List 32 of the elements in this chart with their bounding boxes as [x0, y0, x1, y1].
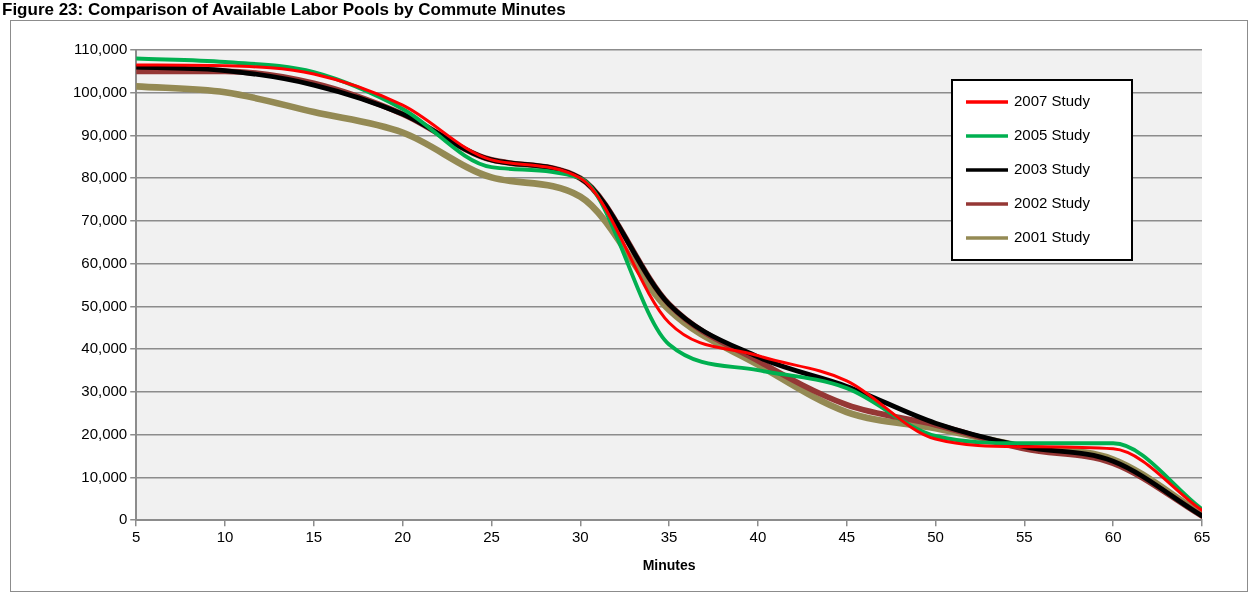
y-tick-label: 90,000: [81, 125, 128, 143]
x-tick-label: 40: [749, 528, 767, 546]
x-tick-label: 20: [394, 528, 412, 546]
legend-label: 2002 Study: [1014, 194, 1091, 212]
y-tick-label: 10,000: [81, 467, 128, 485]
x-tick-label: 10: [216, 528, 234, 546]
x-tick-label: 65: [1193, 528, 1211, 546]
legend-label: 2007 Study: [1014, 92, 1091, 110]
x-tick-label: 60: [1104, 528, 1122, 546]
y-tick-label: 20,000: [81, 424, 128, 442]
y-tick-label: 0: [118, 510, 128, 528]
y-tick-label: 30,000: [81, 382, 128, 400]
legend-label: 2003 Study: [1014, 160, 1091, 178]
legend-label: 2005 Study: [1014, 126, 1091, 144]
chart-title: Figure 23: Comparison of Available Labor Pools by Commute Minutes: [2, 0, 566, 20]
x-tick-label: 25: [483, 528, 500, 546]
x-tick-label: 5: [132, 528, 141, 546]
legend-label: 2001 Study: [1014, 228, 1091, 246]
x-tick-label: 50: [927, 528, 944, 546]
x-tick-label: 35: [660, 528, 678, 546]
x-tick-label: 30: [571, 528, 589, 546]
x-tick-label: 45: [838, 528, 856, 546]
y-tick-label: 80,000: [81, 168, 128, 186]
x-tick-label: 55: [1016, 528, 1033, 546]
y-tick-label: 40,000: [81, 339, 128, 357]
x-axis-title: Minutes: [642, 557, 696, 574]
y-tick-label: 100,000: [72, 82, 128, 100]
y-tick-label: 50,000: [81, 296, 128, 314]
y-tick-label: 110,000: [74, 40, 128, 58]
y-tick-label: 70,000: [81, 211, 128, 229]
x-tick-label: 15: [305, 528, 323, 546]
y-tick-label: 60,000: [81, 253, 128, 271]
